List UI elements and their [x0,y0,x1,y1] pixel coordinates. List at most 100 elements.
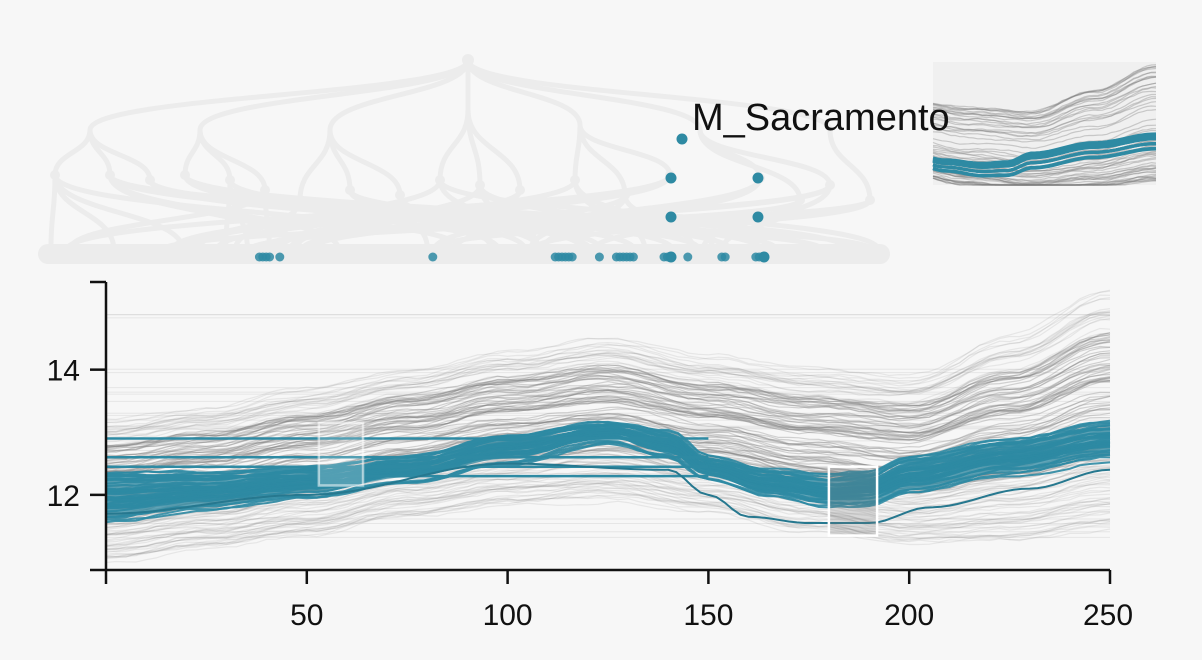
highlight-series-line [105,462,1111,524]
highlight-series-line [105,439,1111,518]
leaf-marker[interactable] [567,252,577,262]
tree-branch [297,129,333,201]
background-series-line [105,379,1111,474]
background-series-line [105,334,1111,447]
background-series-line [105,381,1111,477]
highlight-series-line [105,442,1111,521]
thumbnail-background-line [932,76,1157,122]
background-series-line [105,500,1111,564]
background-series-line [105,341,1111,449]
thumbnail-preview[interactable] [932,62,1157,186]
background-series-line [105,378,1111,474]
background-series-line [105,294,1111,424]
leaf-marker[interactable] [683,252,693,262]
background-series-line [105,477,1111,547]
highlight-series-line [105,441,1111,524]
background-series-line [105,487,1111,552]
highlighted-tree-node[interactable] [752,211,764,223]
hierarchy-tree[interactable] [38,54,890,264]
tree-branch [182,129,203,176]
leaf-marker[interactable] [428,252,438,262]
highlight-series-line [105,433,1111,507]
tree-branch [477,184,726,251]
tree-branch [827,129,873,201]
thumbnail-background-line [932,65,1157,113]
background-series-line [105,377,1111,472]
tree-branch [465,109,523,191]
background-series-line [105,315,1111,437]
leaf-marker[interactable] [754,252,764,262]
thumbnail-background-line [932,175,1157,186]
x-tick-label: 250 [1083,599,1133,632]
thumbnail-background-line [932,175,1157,186]
thumbnail-highlight-line [932,142,1157,174]
background-series-line [105,314,1111,436]
thumbnail-highlight-line [932,132,1157,165]
leaf-marker[interactable] [628,252,638,262]
highlighted-tree-node[interactable] [676,133,688,145]
tree-branch [697,129,833,186]
background-series-line [105,391,1111,476]
tree-branch [327,129,403,196]
background-series-line [105,376,1111,475]
tree-branch [577,124,673,176]
leaf-marker[interactable] [265,252,275,262]
highlight-series-line [105,431,1111,501]
thumbnail-background-line [932,97,1157,138]
background-series-line [105,371,1111,471]
background-series-line [105,368,1111,470]
x-tick-label: 200 [884,599,934,632]
highlighted-tree-node[interactable] [752,172,764,184]
background-series-line [105,468,1111,536]
x-tick-label: 150 [683,599,733,632]
brush-rect[interactable] [827,465,879,537]
tree-branch [327,59,471,131]
thumbnail-highlight-line [932,137,1157,170]
leaf-marker[interactable] [594,252,604,262]
background-series-line [105,346,1111,454]
tree-branch [52,173,465,252]
background-series-line [105,395,1111,488]
background-series-line [105,489,1111,559]
background-series-line [105,336,1111,450]
background-series-line [106,345,1111,452]
thumbnail-background-line [932,177,1156,186]
tree-branch [67,189,268,251]
thumbnail-background-line [932,75,1157,120]
background-series-line [105,373,1111,470]
background-series-line [105,340,1111,453]
background-series-line [105,355,1111,462]
leaf-marker[interactable] [275,252,285,262]
thumbnail-highlight-line [932,146,1157,177]
background-series-line [106,479,1111,550]
background-series-line [105,483,1111,547]
leaf-marker[interactable] [666,252,676,262]
leaf-marker[interactable] [720,252,730,262]
background-series-line [105,353,1111,458]
tree-branch [197,129,268,191]
y-tick-label: 12 [47,480,80,513]
background-series-line [105,479,1111,543]
tree-branch [87,58,471,132]
thumbnail-background-line [932,171,1157,186]
background-series-line [105,460,1111,530]
background-series-line [105,327,1111,446]
highlighted-tree-node[interactable] [665,211,677,223]
thumbnail-background-line [932,82,1157,125]
thumbnail-background-line [932,66,1157,114]
thumbnail-background-line [932,76,1157,120]
brush-rect[interactable] [317,421,365,487]
background-series-line [105,332,1111,448]
thumbnail-background-line [932,85,1157,128]
background-series-line [105,298,1111,428]
x-tick-label: 50 [290,599,323,632]
y-tick-label: 14 [47,355,80,388]
background-series-line [105,358,1111,460]
brush-selections[interactable] [317,421,879,537]
highlighted-tree-node[interactable] [665,172,677,184]
background-series-line [105,350,1111,458]
x-tick-label: 100 [483,599,533,632]
highlight-series-line [105,429,1111,496]
thumbnail-background-line [932,118,1157,149]
